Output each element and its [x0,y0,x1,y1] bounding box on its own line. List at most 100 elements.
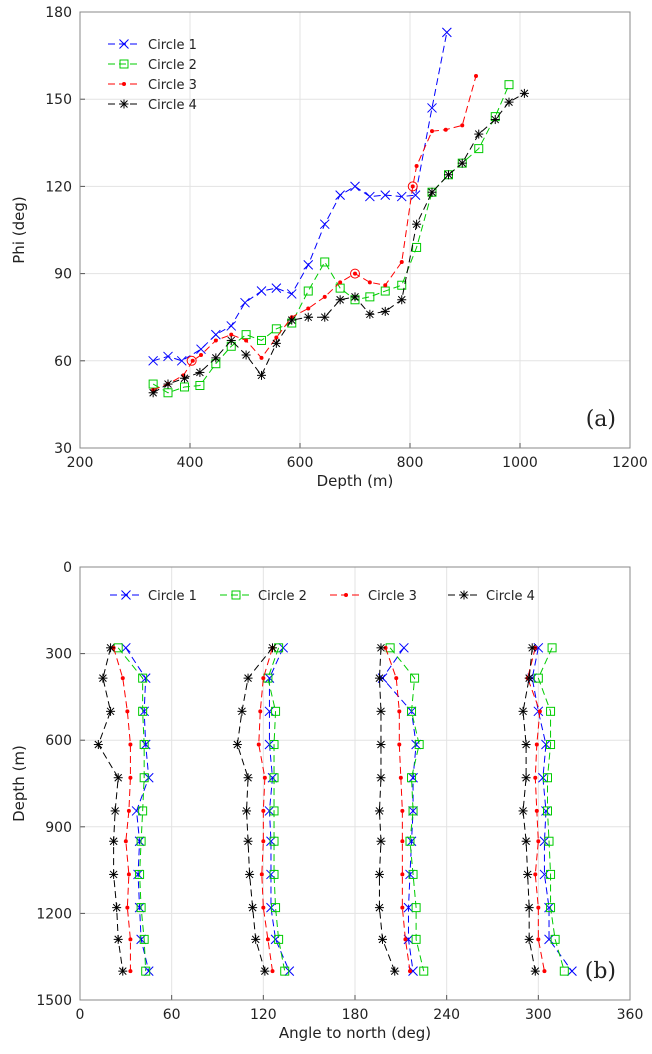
circle-1-point-stroke [544,934,554,945]
circle-1-legend-marker-stroke [121,590,131,600]
circle-4-point [427,187,437,197]
panel-b: 0 60 120 180 240 300 360 0 300 600 900 1200 1500 Cir… [10,560,643,1042]
circle-4-point-stroke [375,903,384,912]
circle-4-point [180,373,189,383]
circle-2-point [504,80,514,90]
circle-2-point [136,836,146,846]
circle-2-line [267,647,286,972]
circle-3-point [259,872,264,877]
y-tick-label: 1200 [36,906,72,922]
circle-3-legend-marker [344,593,348,597]
circle-4-point-stroke [106,707,115,716]
circle-4-point [376,773,386,783]
circle-1-point [408,806,418,816]
circle-1-point-stroke [396,191,407,202]
circle-3-point [258,709,263,714]
circle-4-point-stroke [522,837,530,846]
circle-1-point-stroke [266,902,276,913]
circle-2-point [138,706,148,716]
panel-b-legend: Circle 1 Circle 2 Circle 3 Circle 4 [110,589,535,604]
y-tick-label: 1500 [36,993,72,1009]
circle-4-point-stroke [109,870,118,879]
circle-4-point-stroke [523,870,532,879]
circle-4-point-stroke [412,220,421,229]
circle-2-point [559,966,569,976]
circle-4-point [523,869,533,879]
circle-2-point [271,706,281,716]
circle-3-point [259,355,264,360]
circle-2-point [550,934,560,944]
circle-4-point-stroke [261,967,269,975]
circle-3-highlight-marker [407,181,418,192]
y-tick-label: 600 [45,733,72,749]
circle-3-point [397,742,402,747]
x-tick-label: 0 [76,1007,85,1023]
circle-4-point [287,315,297,325]
circle-1-point [264,806,275,816]
circle-1-legend-label: Circle 1 [148,589,197,604]
circle-1-point-stroke [267,772,278,783]
circle-1-point-stroke [410,190,421,200]
circle-4-point [242,806,252,816]
circle-2-point [163,388,173,398]
circle-4-point [109,836,119,846]
circle-3-point [270,969,275,974]
circle-4-point [444,170,453,180]
circle-3-point [403,937,408,942]
circle-1-point-stroke [567,966,577,976]
circle-4-point-stroke [377,643,385,652]
circle-4-point [109,869,119,879]
circle-4-point [268,643,277,653]
circle-4-point-stroke [112,903,121,912]
circle-1-point-stroke [319,219,330,230]
circle-4-legend-marker-stroke [460,591,468,599]
circle-2-legend-marker [119,59,129,69]
circle-2-point [474,144,484,154]
circle-4-point [374,806,384,816]
circle-4-point [376,740,386,750]
circle-4-point [521,773,531,783]
circle-3-line [152,75,477,391]
circle-4-point [527,643,537,653]
x-tick-label: 400 [177,455,204,471]
circle-4-point-stroke [109,837,118,846]
circle-3-point [123,839,128,844]
circle-3-point [398,775,403,780]
circle-1-legend-marker-stroke [119,39,129,49]
circle-4-point [237,706,247,716]
circle-1-point [538,772,548,783]
circle-4-point-stroke [242,351,250,359]
x-tick-label: 1000 [502,455,538,471]
circle-4-legend-marker-stroke [120,100,128,108]
circle-4-point-stroke [519,707,527,716]
circle-2-point [546,706,556,716]
circle-3-point [410,184,415,189]
circle-1-point [134,836,145,847]
circle-4-point-stroke [397,295,406,304]
circle-1-point-stroke [264,806,275,816]
panel-a: 200 400 600 800 1000 1200 30 60 90 120 150 180 Circ… [10,5,648,490]
circle-1-point [267,772,278,783]
circle-3-point [125,905,130,910]
circle-3-point [125,709,130,714]
circle-3-point [126,872,131,877]
circle-4-legend-marker [119,99,129,109]
circle-2-point [546,903,556,913]
circle-4-point [530,966,540,976]
circle-1-point [408,772,418,783]
circle-3-point [536,937,541,942]
circle-4-legend-label: Circle 4 [148,98,197,113]
circle-1-point-stroke [176,355,187,366]
panel-a-series [148,27,529,398]
circle-4-point [106,643,116,653]
circle-1-point-stroke [541,739,551,750]
circle-1-point [196,344,206,355]
circle-2-point [365,292,375,302]
circle-3-legend-label: Circle 3 [368,589,417,604]
circle-1-point [286,289,297,299]
circle-4-point-stroke [272,339,281,348]
circle-3-point [443,127,448,132]
circle-3-point [383,645,388,650]
circle-1-point-stroke [408,806,418,816]
circle-4-point-stroke [211,354,220,362]
